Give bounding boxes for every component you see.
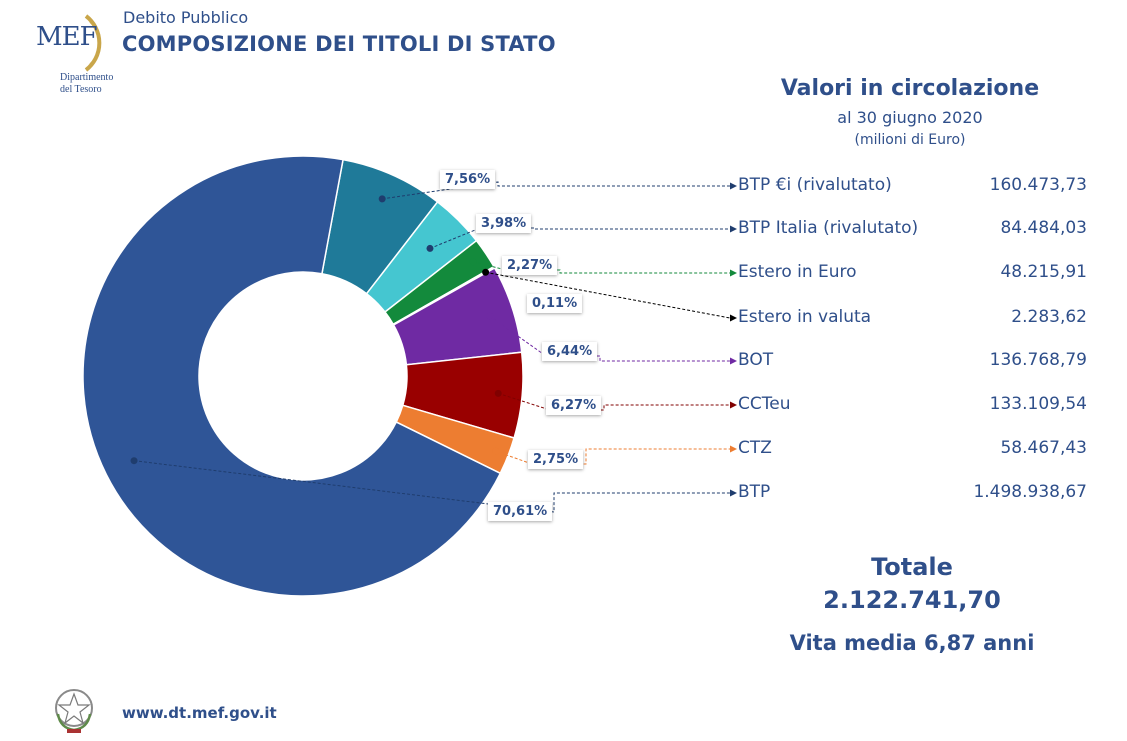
legend-label: CCTeu xyxy=(738,394,791,414)
slice-anchor-dot xyxy=(426,244,434,252)
vita-media: Vita media 6,87 anni xyxy=(789,631,1035,655)
legend-label: Estero in valuta xyxy=(738,307,872,327)
percent-label: 6,44% xyxy=(542,342,598,361)
leader-line xyxy=(133,460,730,513)
total-value: 2.122.741,70 xyxy=(823,586,1001,614)
total-label: Totale xyxy=(871,553,953,581)
slice-anchor-dot xyxy=(492,447,500,455)
leader-line xyxy=(489,315,730,362)
logo-department: Dipartimento del Tesoro xyxy=(60,72,114,95)
percent-label: 3,98% xyxy=(476,214,532,233)
slice-anchor-dot xyxy=(486,312,494,320)
leader-arrow xyxy=(730,489,737,497)
legend-label: BTP €i (rivalutato) xyxy=(738,175,892,195)
percent-label: 70,61% xyxy=(488,502,553,521)
legend-value: 58.467,43 xyxy=(1000,438,1087,458)
footer-url[interactable]: www.dt.mef.gov.it xyxy=(122,704,277,722)
percent-label: 0,11% xyxy=(527,294,583,313)
legend-value: 48.215,91 xyxy=(1000,262,1087,282)
leader-arrow xyxy=(730,314,737,322)
leader-line xyxy=(485,271,731,319)
legend-label: Estero in Euro xyxy=(738,262,857,282)
page-title: COMPOSIZIONE DEI TITOLI DI STATO xyxy=(122,32,556,56)
logo-text: MEF xyxy=(36,22,98,52)
slice-anchor-dot xyxy=(469,258,477,266)
percent-label: 7,56% xyxy=(440,170,496,189)
leader-line xyxy=(382,181,730,200)
mef-logo xyxy=(84,14,102,72)
leader-arrow xyxy=(730,225,737,233)
legend-value: 136.768,79 xyxy=(989,350,1087,370)
legend-value: 2.283,62 xyxy=(1011,307,1087,327)
leader-line xyxy=(473,261,730,274)
leader-arrow xyxy=(730,401,737,409)
leader-line xyxy=(429,227,730,249)
legend-label: CTZ xyxy=(738,438,772,458)
leader-arrow xyxy=(730,445,737,453)
leader-line xyxy=(495,448,730,465)
leader-arrow xyxy=(730,182,737,190)
percent-label: 2,27% xyxy=(502,256,558,275)
slice-anchor-dot xyxy=(494,389,502,397)
panel-date: al 30 giugno 2020 xyxy=(837,108,983,127)
leader-arrow xyxy=(730,269,737,277)
percent-label: 6,27% xyxy=(546,396,602,415)
legend-label: BOT xyxy=(738,350,774,370)
legend-value: 160.473,73 xyxy=(989,175,1087,195)
legend-label: BTP Italia (rivalutato) xyxy=(738,218,919,238)
percent-label: 2,75% xyxy=(528,450,584,469)
legend-label: BTP xyxy=(738,482,771,502)
donut-slice xyxy=(82,155,502,597)
slice-anchor-dot xyxy=(130,457,138,465)
slice-anchor-dot xyxy=(482,268,490,276)
panel-title: Valori in circolazione xyxy=(780,76,1040,101)
legend-value: 1.498.938,67 xyxy=(973,482,1087,502)
republic-emblem-icon xyxy=(55,689,93,733)
slice-anchor-dot xyxy=(378,195,386,203)
legend-value: 84.484,03 xyxy=(1000,218,1087,238)
leader-line xyxy=(498,392,730,411)
legend-value: 133.109,54 xyxy=(989,394,1087,414)
panel-unit: (milioni di Euro) xyxy=(854,132,966,148)
page-subtitle: Debito Pubblico xyxy=(123,8,249,27)
leader-arrow xyxy=(730,357,737,365)
